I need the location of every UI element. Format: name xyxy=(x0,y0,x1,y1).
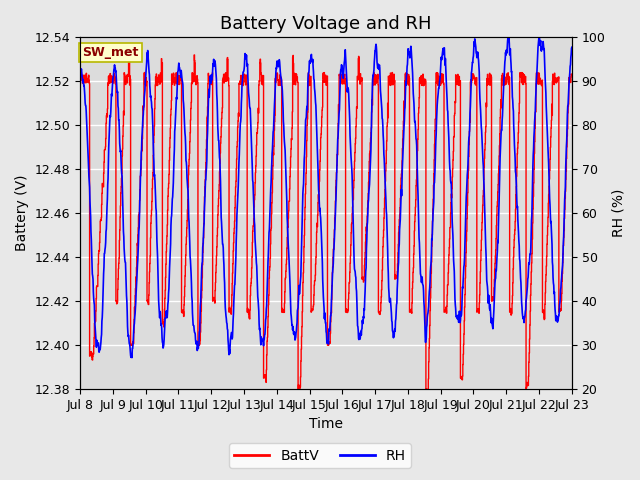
Text: SW_met: SW_met xyxy=(83,46,139,59)
Y-axis label: RH (%): RH (%) xyxy=(611,189,625,238)
X-axis label: Time: Time xyxy=(309,418,343,432)
Legend: BattV, RH: BattV, RH xyxy=(229,443,411,468)
Y-axis label: Battery (V): Battery (V) xyxy=(15,175,29,252)
Title: Battery Voltage and RH: Battery Voltage and RH xyxy=(220,15,432,33)
